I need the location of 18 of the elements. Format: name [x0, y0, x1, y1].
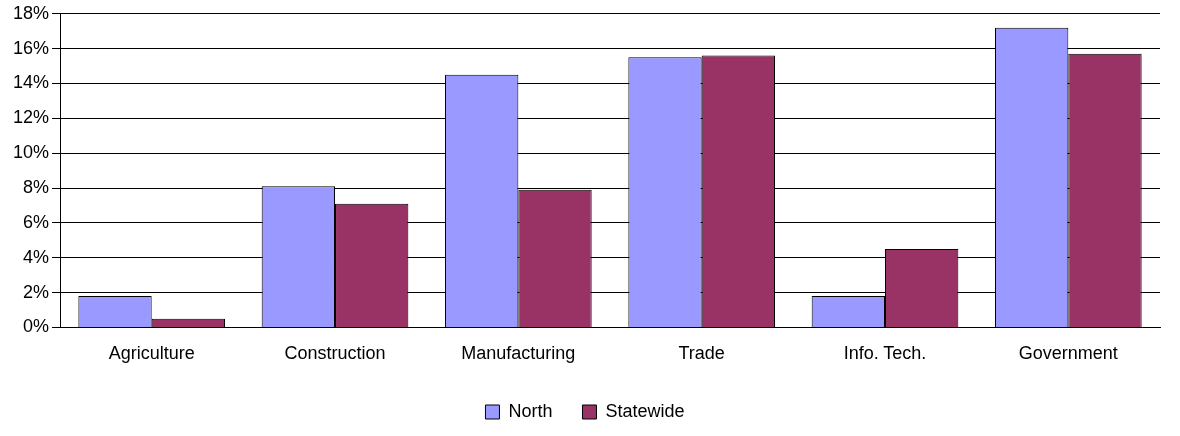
y-tick-label: 14%: [13, 72, 50, 93]
legend-label: Statewide: [605, 400, 685, 421]
y-tick-label: 10%: [13, 142, 50, 163]
y-tick-label: 2%: [23, 281, 50, 302]
y-tick-label: 18%: [13, 2, 50, 23]
y-tick-label: 16%: [13, 37, 50, 58]
x-tick-label: Info. Tech.: [843, 343, 927, 364]
x-tick-label: Manufacturing: [461, 343, 576, 364]
y-tick-label: 0%: [23, 316, 50, 337]
x-tick-label: Agriculture: [108, 343, 195, 364]
legend-label: North: [508, 400, 553, 421]
x-tick-label: Construction: [284, 343, 386, 364]
y-tick-label: 8%: [23, 176, 50, 197]
y-tick-label: 6%: [23, 211, 50, 232]
y-tick-label: 12%: [13, 107, 50, 128]
x-tick-label: Government: [1018, 343, 1118, 364]
y-tick-label: 4%: [23, 246, 50, 267]
x-tick-label: Trade: [678, 343, 725, 364]
